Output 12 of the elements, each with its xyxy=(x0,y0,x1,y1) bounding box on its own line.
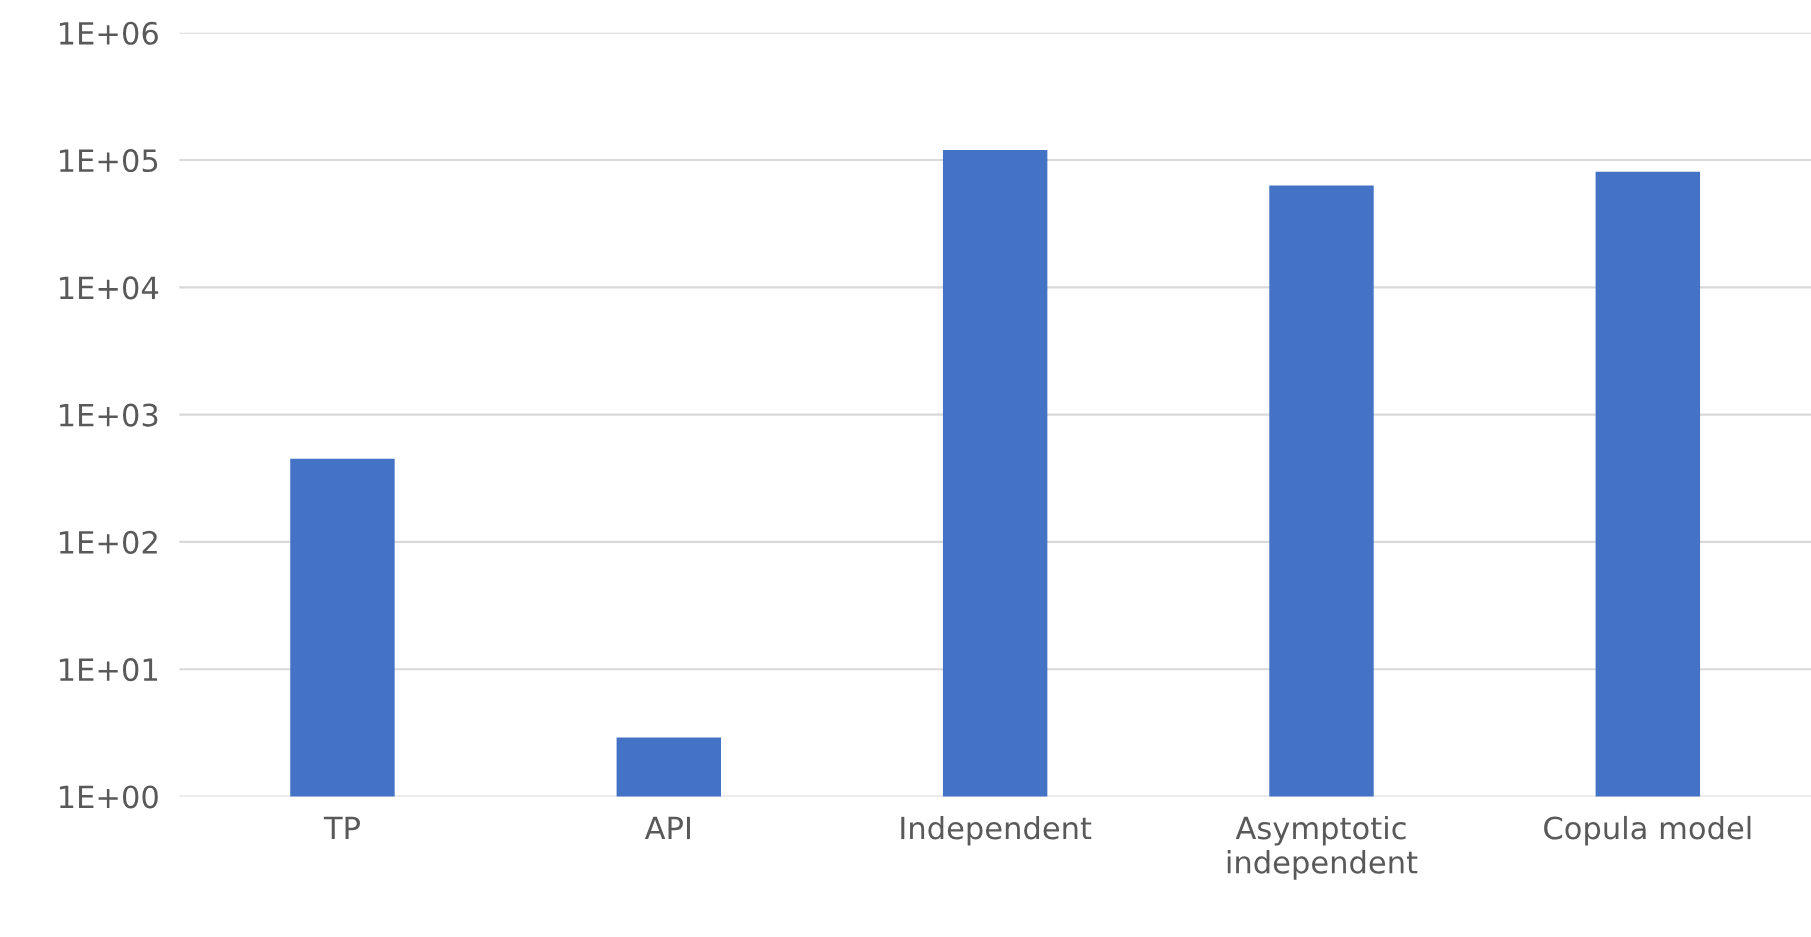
y-tick-label: 1E+04 xyxy=(59,276,159,300)
y-tick-label: 1E+01 xyxy=(59,658,158,682)
y-tick-label: 1E+02 xyxy=(59,530,157,554)
y-tick-label: 1E+06 xyxy=(59,21,158,45)
x-tick-label: Independent xyxy=(901,815,1092,846)
x-tick-label: TP xyxy=(323,816,360,840)
x-tick-label: API xyxy=(644,816,690,840)
x-tick-label: Asymptotic independent xyxy=(1227,815,1418,880)
y-tick-label: 1E+00 xyxy=(59,785,158,809)
y-tick-label: 1E+05 xyxy=(59,149,158,173)
x-tick-label: Copula model xyxy=(1544,815,1751,846)
y-tick-label: 1E+03 xyxy=(59,403,158,427)
